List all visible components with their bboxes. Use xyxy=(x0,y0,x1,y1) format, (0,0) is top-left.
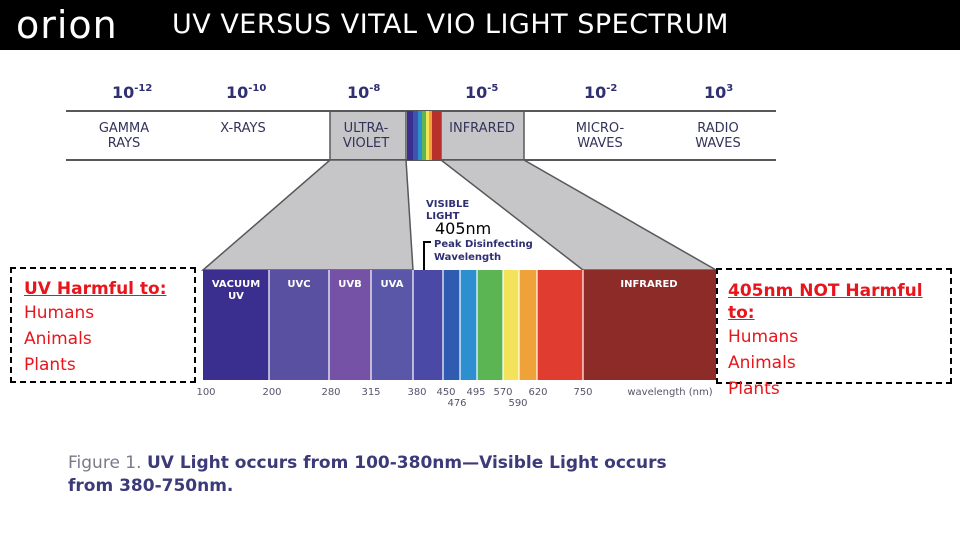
visible-strip-red xyxy=(432,111,441,160)
peak-wavelength-text: Peak Disinfecting Wavelength xyxy=(434,239,533,263)
peak-wavelength-label: Peak Disinfecting Wavelength xyxy=(434,239,533,263)
visible-strip-violet xyxy=(407,111,413,160)
segment-label-vacuum-uv: VACUUM UV xyxy=(212,279,260,302)
safe-item-animals: Animals xyxy=(728,353,796,373)
tick-280: 280 xyxy=(321,387,340,398)
segment-dividers xyxy=(268,270,584,380)
visible-strip-green xyxy=(422,111,426,160)
visible-strip-yellow xyxy=(426,111,429,160)
peak-wavelength-value: 405nm xyxy=(435,219,491,238)
visible-strip-blue xyxy=(418,111,422,160)
safe-405nm-box: 405nm NOT Harmful to: Humans Animals Pla… xyxy=(716,268,952,399)
figure-caption-lead: Figure 1. xyxy=(68,453,142,473)
segment-red xyxy=(537,270,583,380)
segment-uva xyxy=(371,270,413,380)
band-label-uv: ULTRA-VIOLET xyxy=(343,121,389,151)
segment-green xyxy=(477,270,503,380)
exponent-gamma: 10-12 xyxy=(112,83,152,102)
axis-label: wavelength (nm) xyxy=(627,387,712,398)
exponent-infrared: 10-5 xyxy=(465,83,498,102)
segment-label-infrared: INFRARED xyxy=(620,279,677,290)
exponent-uv: 10-8 xyxy=(347,83,380,102)
segment-labels: VACUUM UV UVC UVB UVA INFRARED xyxy=(212,279,678,302)
band-label-radio: RADIO WAVES xyxy=(695,121,741,151)
logo-text: orion xyxy=(16,3,118,47)
uv-harmful-title: UV Harmful to: xyxy=(24,279,167,299)
tick-100: 100 xyxy=(196,387,215,398)
segment-vacuum-uv xyxy=(203,270,269,380)
visible-light-label: VISIBLE LIGHT xyxy=(426,199,469,222)
segment-cyan xyxy=(460,270,477,380)
segment-label-uvb: UVB xyxy=(338,279,361,290)
safe-item-plants: Plants xyxy=(728,379,780,399)
tick-476: 476 xyxy=(447,398,466,409)
visible-light-text: VISIBLE LIGHT xyxy=(426,199,469,222)
wavelength-ticks: 100 200 280 315 380 450 476 495 570 590 … xyxy=(196,387,712,409)
figure-caption: Figure 1. UV Light occurs from 100-380nm… xyxy=(68,452,688,498)
segment-label-uva: UVA xyxy=(381,279,404,290)
segment-uvb xyxy=(329,270,371,380)
band-labels: GAMMA RAYS X-RAYS ULTRA-VIOLET INFRARED M… xyxy=(99,121,741,151)
uv-harmful-item-animals: Animals xyxy=(24,329,92,349)
tick-495: 495 xyxy=(466,387,485,398)
uv-harmful-item-plants: Plants xyxy=(24,355,76,375)
figure-caption-text: UV Light occurs from 100-380nm—Visible L… xyxy=(68,453,667,496)
tick-315: 315 xyxy=(361,387,380,398)
segment-violet xyxy=(413,270,443,380)
exponent-microwave: 10-2 xyxy=(584,83,617,102)
safe-item-humans: Humans xyxy=(728,327,799,347)
band-label-xray: X-RAYS xyxy=(220,121,266,136)
visible-strip xyxy=(407,111,441,160)
uv-harmful-item-humans: Humans xyxy=(24,303,95,323)
wavelength-band xyxy=(203,270,716,380)
spectrum-bar xyxy=(66,110,776,161)
tick-450: 450 xyxy=(436,387,455,398)
exponent-radio: 103 xyxy=(704,83,733,102)
tick-380: 380 xyxy=(407,387,426,398)
segment-infrared xyxy=(583,270,716,380)
page-title: UV VERSUS VITAL VIO LIGHT SPECTRUM xyxy=(172,9,729,40)
uv-harmful-box: UV Harmful to: Humans Animals Plants xyxy=(10,267,196,383)
band-label-microwave: MICRO-WAVES xyxy=(576,121,625,151)
exponent-labels: 10-12 10-10 10-8 10-5 10-2 103 xyxy=(112,83,733,102)
band-label-infrared: INFRARED xyxy=(449,121,515,136)
segment-label-uvc: UVC xyxy=(287,279,310,290)
band-label-gamma: GAMMA RAYS xyxy=(99,121,149,151)
segment-orange xyxy=(519,270,537,380)
orion-logo: orion xyxy=(16,6,118,44)
segment-blue xyxy=(443,270,460,380)
tick-570: 570 xyxy=(493,387,512,398)
exponent-xray: 10-10 xyxy=(226,83,266,102)
tick-200: 200 xyxy=(262,387,281,398)
segment-uvc xyxy=(269,270,329,380)
segment-yellow xyxy=(503,270,519,380)
tick-620: 620 xyxy=(528,387,547,398)
tick-590: 590 xyxy=(508,398,527,409)
title-bar: orion UV VERSUS VITAL VIO LIGHT SPECTRUM xyxy=(0,0,960,50)
visible-strip-orange xyxy=(429,111,432,160)
tick-750: 750 xyxy=(573,387,592,398)
visible-strip-indigo xyxy=(413,111,418,160)
zoom-connectors xyxy=(200,159,719,271)
safe-405nm-title: 405nm NOT Harmful to: xyxy=(728,281,923,323)
uv-zoom-connector xyxy=(200,159,414,271)
